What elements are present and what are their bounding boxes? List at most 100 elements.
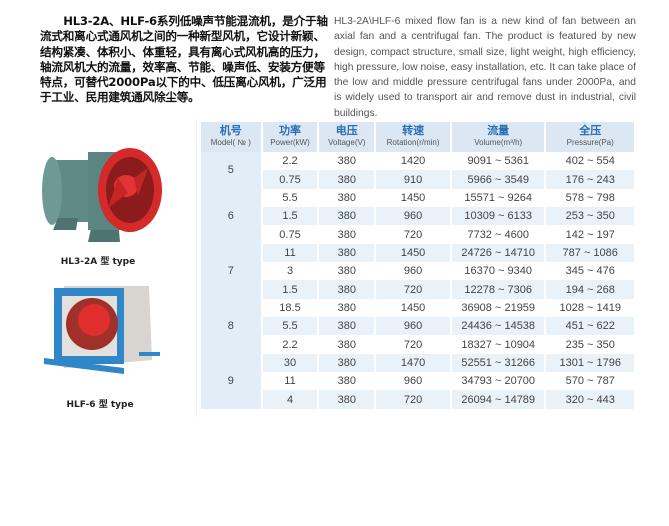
- divider: [196, 118, 197, 418]
- table-cell: 451 ~ 622: [546, 317, 634, 336]
- table-cell: 380: [319, 207, 375, 226]
- table-cell: 30: [262, 353, 318, 373]
- table-cell: 24436 ~ 14538: [451, 317, 545, 336]
- table-cell: 5.5: [262, 317, 318, 336]
- table-cell: 380: [319, 170, 375, 189]
- table-cell: 2.2: [282, 155, 298, 168]
- table-cell: 16370 ~ 9340: [464, 265, 532, 278]
- table-cell: 960: [376, 207, 450, 226]
- table-cell: 176 ~ 243: [546, 170, 634, 189]
- table-cell: 720: [403, 338, 423, 351]
- table-cell: 11: [262, 243, 318, 263]
- table-cell: 253 ~ 350: [546, 207, 634, 226]
- table-cell: 1.5: [262, 207, 318, 226]
- table-row: 1.5 380 960 10309 ~ 6133 253 ~ 350: [201, 207, 634, 226]
- table-row: 1.5 380 720 12278 ~ 7306 194 ~ 268: [201, 280, 634, 299]
- header-en: Model( № ): [210, 138, 251, 147]
- intro-chinese: HL3-2A、HLF-6系列低噪声节能混流机，是介于轴 流式和离心式通风机之间的…: [40, 14, 328, 105]
- table-cell: 910: [376, 170, 450, 189]
- table-row: 8 18.5 380 1450 36908 ~ 21959 1028 ~ 1419: [201, 298, 634, 354]
- header-cn: 流量: [487, 125, 510, 137]
- table-row: 0.75 380 720 7732 ~ 4600 142 ~ 197: [201, 225, 634, 243]
- table-cell: 380: [319, 243, 375, 263]
- table-cell: 1450: [400, 301, 426, 314]
- table-cell: 1301 ~ 1796: [546, 353, 634, 373]
- model-cell: 6: [201, 188, 261, 244]
- table-cell: 720: [376, 280, 450, 299]
- table-cell: 380: [337, 338, 356, 351]
- table-row: 0.75 380 910 5966 ~ 3549 176 ~ 243: [201, 170, 634, 189]
- table-cell: 402 ~ 554: [565, 155, 615, 168]
- table-cell: 787 ~ 1086: [546, 243, 634, 263]
- table-cell: 570 ~ 787: [565, 375, 615, 388]
- table-cell: 380: [337, 301, 356, 314]
- table-row: 5 2.2 380 1420 9091 ~ 5361 402 ~ 554: [201, 152, 634, 189]
- table-cell: 960: [403, 375, 423, 388]
- table-cell: 15571 ~ 9264: [464, 191, 532, 204]
- table-cell: 12278 ~ 7306: [451, 280, 545, 299]
- column-header: 功率 Power(kW): [262, 122, 318, 152]
- table-cell: 380: [337, 191, 356, 204]
- model-cell: 5: [201, 152, 261, 189]
- table-cell: 1450: [376, 243, 450, 263]
- table-cell: 235 ~ 350: [565, 338, 615, 351]
- table-cell: 4: [262, 390, 318, 409]
- header-cn: 电压: [335, 125, 358, 137]
- header-cn: 转速: [402, 125, 425, 137]
- hl3-2a-fan-image: [42, 148, 162, 242]
- header-en: Volume(m³/h): [474, 138, 523, 147]
- table-cell: 578 ~ 798: [565, 191, 615, 204]
- intro-english: HL3-2A\HLF-6 mixed flow fan is a new kin…: [334, 16, 636, 119]
- table-cell: 36908 ~ 21959: [461, 301, 536, 314]
- table-row: 6 5.5 380 1450 15571 ~ 9264 578 ~ 798: [201, 188, 634, 244]
- table-cell: 380: [337, 155, 356, 168]
- table-row: 7 11 380 1450 24726 ~ 14710 787 ~ 1086: [201, 243, 634, 299]
- column-header: 转速 Rotation(r/min): [376, 122, 450, 152]
- table-cell: 18327 ~ 10904: [461, 338, 536, 351]
- table-cell: 34793 ~ 20700: [461, 375, 536, 388]
- header-cn: 机号: [219, 125, 242, 137]
- header-en: Rotation(r/min): [386, 138, 440, 147]
- header-cn: 功率: [279, 125, 301, 137]
- table-cell: 720: [403, 228, 423, 241]
- table-cell: 380: [319, 390, 375, 409]
- table-cell: 2.2: [282, 338, 298, 351]
- table-cell: 1470: [376, 353, 450, 373]
- table-cell: 11: [284, 375, 296, 388]
- table-cell: 960: [403, 265, 423, 278]
- table-cell: 0.75: [262, 170, 318, 189]
- table-row: 2.2 380 720 18327 ~ 10904 235 ~ 350: [201, 335, 634, 353]
- table-cell: 720: [376, 390, 450, 409]
- table-cell: 380: [337, 265, 356, 278]
- table-cell: 10309 ~ 6133: [451, 207, 545, 226]
- table-cell: 9091 ~ 5361: [467, 155, 529, 168]
- table-row: 11 380 960 34793 ~ 20700 570 ~ 787: [201, 372, 634, 390]
- table-cell: 380: [337, 375, 356, 388]
- table-cell: 18.5: [279, 301, 301, 314]
- table-cell: 3: [286, 265, 294, 278]
- table-row: 4 380 720 26094 ~ 14789 320 ~ 443: [201, 390, 634, 409]
- table-cell: 52551 ~ 31266: [451, 353, 545, 373]
- table-cell: 26094 ~ 14789: [451, 390, 545, 409]
- table-cell: 1420: [400, 155, 426, 168]
- table-row: 9 30 380 1470 52551 ~ 31266 1301 ~ 1796: [201, 353, 634, 409]
- table-cell: 345 ~ 476: [565, 265, 615, 278]
- column-header: 机号 Model( № ): [201, 122, 261, 152]
- table-cell: 142 ~ 197: [565, 228, 615, 241]
- column-header: 电压 Voltage(V): [319, 122, 375, 152]
- table-cell: 380: [319, 280, 375, 299]
- header-en: Pressure(Pa): [566, 138, 614, 147]
- table-cell: 1.5: [262, 280, 318, 299]
- column-header: 全压 Pressure(Pa): [546, 122, 634, 152]
- table-row: 3 380 960 16370 ~ 9340 345 ~ 476: [201, 262, 634, 280]
- table-cell: 960: [376, 317, 450, 336]
- table-cell: 380: [337, 228, 356, 241]
- header-cn: 全压: [579, 125, 602, 137]
- model-cell: 8: [201, 298, 261, 354]
- table-cell: 7732 ~ 4600: [467, 228, 529, 241]
- model-cell: 9: [201, 353, 261, 409]
- header-en: Power(kW): [270, 138, 310, 147]
- table-cell: 1450: [400, 191, 426, 204]
- table-cell: 320 ~ 443: [546, 390, 634, 409]
- table-cell: 0.75: [279, 228, 301, 241]
